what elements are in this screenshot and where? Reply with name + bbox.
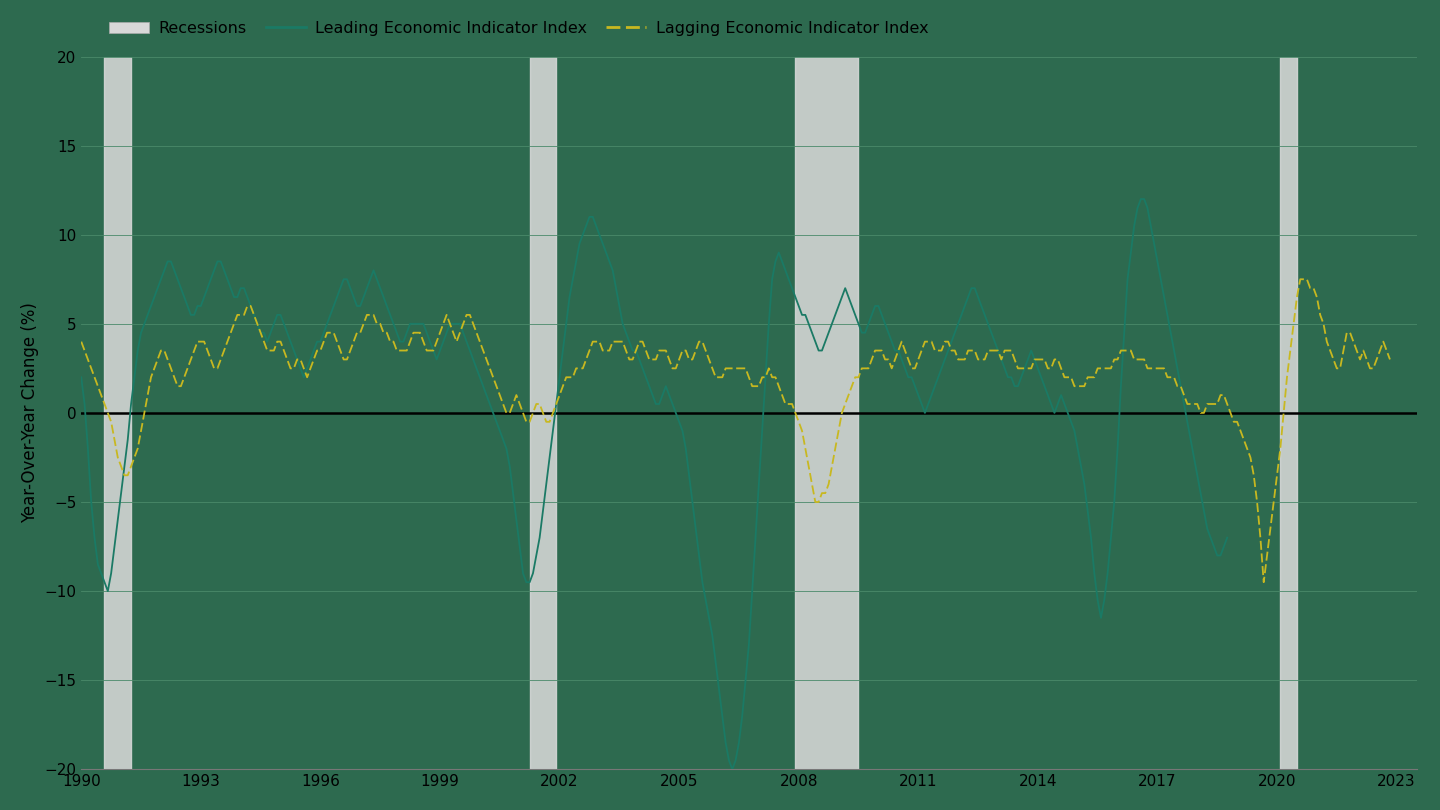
- Bar: [795, 57, 858, 770]
- Y-axis label: Year-Over-Year Change (%): Year-Over-Year Change (%): [20, 302, 39, 523]
- Bar: [105, 57, 131, 770]
- Bar: [530, 57, 556, 770]
- Bar: [1280, 57, 1297, 770]
- Legend: Recessions, Leading Economic Indicator Index, Lagging Economic Indicator Index: Recessions, Leading Economic Indicator I…: [102, 15, 935, 42]
